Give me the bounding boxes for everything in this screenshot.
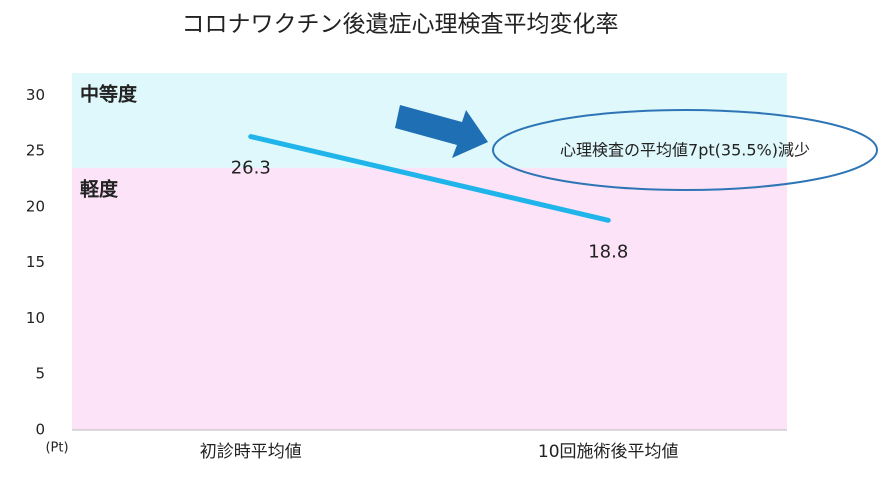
y-tick-label: 30 xyxy=(26,86,45,104)
annotation-ellipse xyxy=(492,109,878,191)
band xyxy=(72,167,787,430)
y-unit-label: (Pt) xyxy=(45,441,68,456)
y-tick-label: 25 xyxy=(26,142,45,160)
annotation: 心理検査の平均値7pt(35.5%)減少 xyxy=(560,141,810,160)
band-label: 軽度 xyxy=(80,177,119,200)
y-tick-label: 10 xyxy=(26,309,45,327)
value-label: 26.3 xyxy=(231,158,271,179)
line xyxy=(248,134,611,223)
arrow xyxy=(395,105,488,158)
y-tick-label: 15 xyxy=(26,253,45,271)
chart-title: コロナワクチン後遺症心理検査平均変化率 xyxy=(182,12,619,38)
y-tick-label: 20 xyxy=(26,197,45,215)
x-tick-label: 初診時平均値 xyxy=(200,442,302,462)
x-tick-label: 10回施術後平均値 xyxy=(538,442,679,462)
y-tick-label: 0 xyxy=(35,421,45,439)
value-label: 18.8 xyxy=(588,241,628,262)
band-label: 中等度 xyxy=(80,83,138,106)
y-tick-label: 5 xyxy=(35,365,45,383)
